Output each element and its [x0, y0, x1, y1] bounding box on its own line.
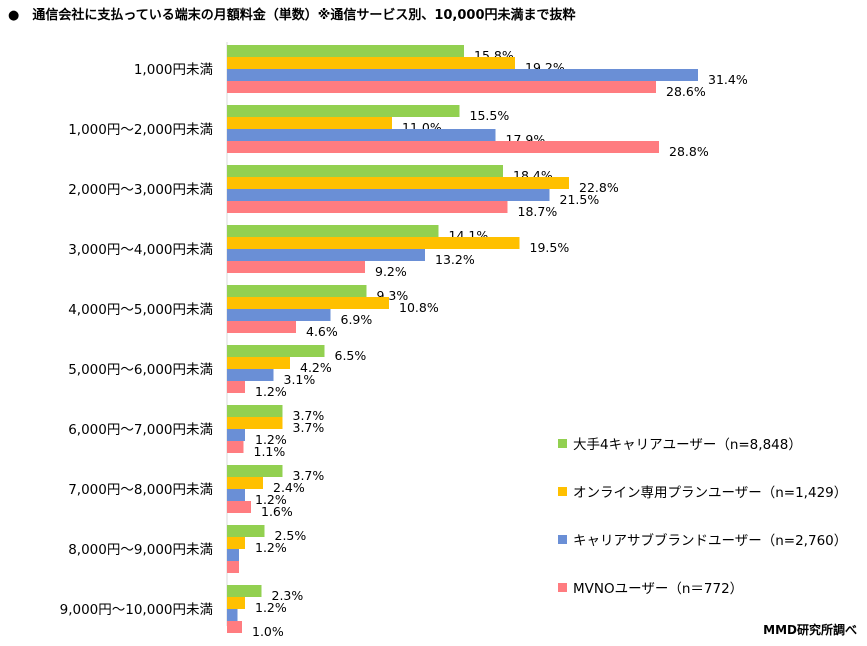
category-label: 9,000円～10,000円未満 — [60, 602, 213, 618]
legend-swatch — [558, 582, 567, 592]
data-label: 9.2% — [375, 264, 407, 279]
bar-4 — [227, 321, 296, 333]
bar-3 — [227, 489, 245, 501]
legend-swatch — [558, 534, 567, 544]
category-label: 6,000円～7,000円未満 — [68, 422, 213, 438]
category-label: 2,000円～3,000円未満 — [68, 182, 213, 198]
data-label: 3.7% — [293, 408, 325, 423]
data-label: 6.9% — [341, 312, 373, 327]
data-label: 4.6% — [306, 324, 338, 339]
bar-2 — [227, 237, 520, 249]
data-label: 6.5% — [335, 348, 367, 363]
bar-3 — [227, 69, 698, 81]
data-label: 18.7% — [518, 204, 558, 219]
data-label: 13.2% — [435, 252, 475, 267]
bar-2 — [227, 177, 569, 189]
bar-2 — [227, 357, 290, 369]
data-label: 1.2% — [255, 540, 287, 555]
bar-3 — [227, 249, 425, 261]
bar-3 — [227, 549, 239, 561]
bar-1 — [227, 345, 325, 357]
legend-label: オンライン専用プランユーザー（n=1,429） — [573, 485, 848, 501]
data-label: 15.5% — [470, 108, 510, 123]
bar-3 — [227, 609, 238, 621]
legend-item: 大手4キャリアユーザー（n=8,848） — [558, 428, 847, 458]
data-label: 22.8% — [579, 180, 619, 195]
bar-2 — [227, 477, 263, 489]
data-label: 21.5% — [560, 192, 600, 207]
bar-4 — [227, 261, 365, 273]
category-label: 8,000円～9,000円未満 — [68, 542, 213, 558]
bar-3 — [227, 429, 245, 441]
source-credit: MMD研究所調べ — [763, 623, 857, 637]
bar-1 — [227, 585, 262, 597]
bar-1 — [227, 225, 439, 237]
bar-1 — [227, 45, 464, 57]
category-label: 4,000円～5,000円未満 — [68, 302, 213, 318]
category-label: 3,000円～4,000円未満 — [68, 242, 213, 258]
data-label: 3.7% — [293, 468, 325, 483]
bar-4 — [227, 561, 239, 573]
bar-3 — [227, 369, 274, 381]
legend-item: キャリアサブブランドユーザー（n=2,760） — [558, 524, 847, 554]
legend-label: MVNOユーザー（n＝772） — [573, 581, 744, 597]
category-label: 1,000円～2,000円未満 — [68, 122, 213, 138]
data-label: 1.1% — [254, 444, 286, 459]
bar-1 — [227, 465, 283, 477]
bar-3 — [227, 309, 331, 321]
data-label: 2.4% — [273, 480, 305, 495]
bar-4 — [227, 81, 656, 93]
bar-4 — [227, 441, 244, 453]
bar-1 — [227, 405, 283, 417]
data-label: 4.2% — [300, 360, 332, 375]
data-label: 2.5% — [275, 528, 307, 543]
bar-3 — [227, 189, 550, 201]
bar-1 — [227, 105, 460, 117]
data-label: 2.3% — [272, 588, 304, 603]
legend-item: オンライン専用プランユーザー（n=1,429） — [558, 476, 847, 506]
data-label: 28.8% — [669, 144, 709, 159]
data-label: 1.2% — [255, 492, 287, 507]
bar-1 — [227, 525, 265, 537]
data-label: 1.6% — [261, 504, 293, 519]
data-label: 31.4% — [708, 72, 748, 87]
bar-4 — [227, 201, 508, 213]
data-label: 3.7% — [293, 420, 325, 435]
legend-swatch — [558, 438, 567, 448]
data-label: 10.8% — [399, 300, 439, 315]
bar-4 — [227, 621, 242, 633]
legend-label: 大手4キャリアユーザー（n=8,848） — [573, 437, 802, 453]
category-label: 1,000円未満 — [134, 62, 213, 78]
data-label: 1.2% — [255, 432, 287, 447]
bar-2 — [227, 417, 283, 429]
legend-swatch — [558, 486, 567, 496]
bar-2 — [227, 297, 389, 309]
bar-4 — [227, 381, 245, 393]
data-label: 1.2% — [255, 600, 287, 615]
bar-4 — [227, 501, 251, 513]
chart-title: ● 通信会社に支払っている端末の月額料金（単数）※通信サービス別、10,000円… — [8, 8, 576, 23]
legend: 大手4キャリアユーザー（n=8,848） オンライン専用プランユーザー（n=1,4… — [558, 428, 847, 620]
bar-2 — [227, 57, 515, 69]
bar-3 — [227, 129, 496, 141]
data-label: 28.6% — [666, 84, 706, 99]
bar-1 — [227, 285, 367, 297]
category-label: 5,000円～6,000円未満 — [68, 362, 213, 378]
legend-label: キャリアサブブランドユーザー（n=2,760） — [573, 533, 848, 549]
category-label: 7,000円～8,000円未満 — [68, 482, 213, 498]
data-label: 1.2% — [255, 384, 287, 399]
bar-2 — [227, 597, 245, 609]
data-label: 19.5% — [530, 240, 570, 255]
bar-2 — [227, 117, 392, 129]
bar-2 — [227, 537, 245, 549]
legend-item: MVNOユーザー（n＝772） — [558, 572, 847, 602]
bar-1 — [227, 165, 503, 177]
bar-4 — [227, 141, 659, 153]
data-label: 3.1% — [284, 372, 316, 387]
data-label: 1.0% — [252, 624, 284, 639]
